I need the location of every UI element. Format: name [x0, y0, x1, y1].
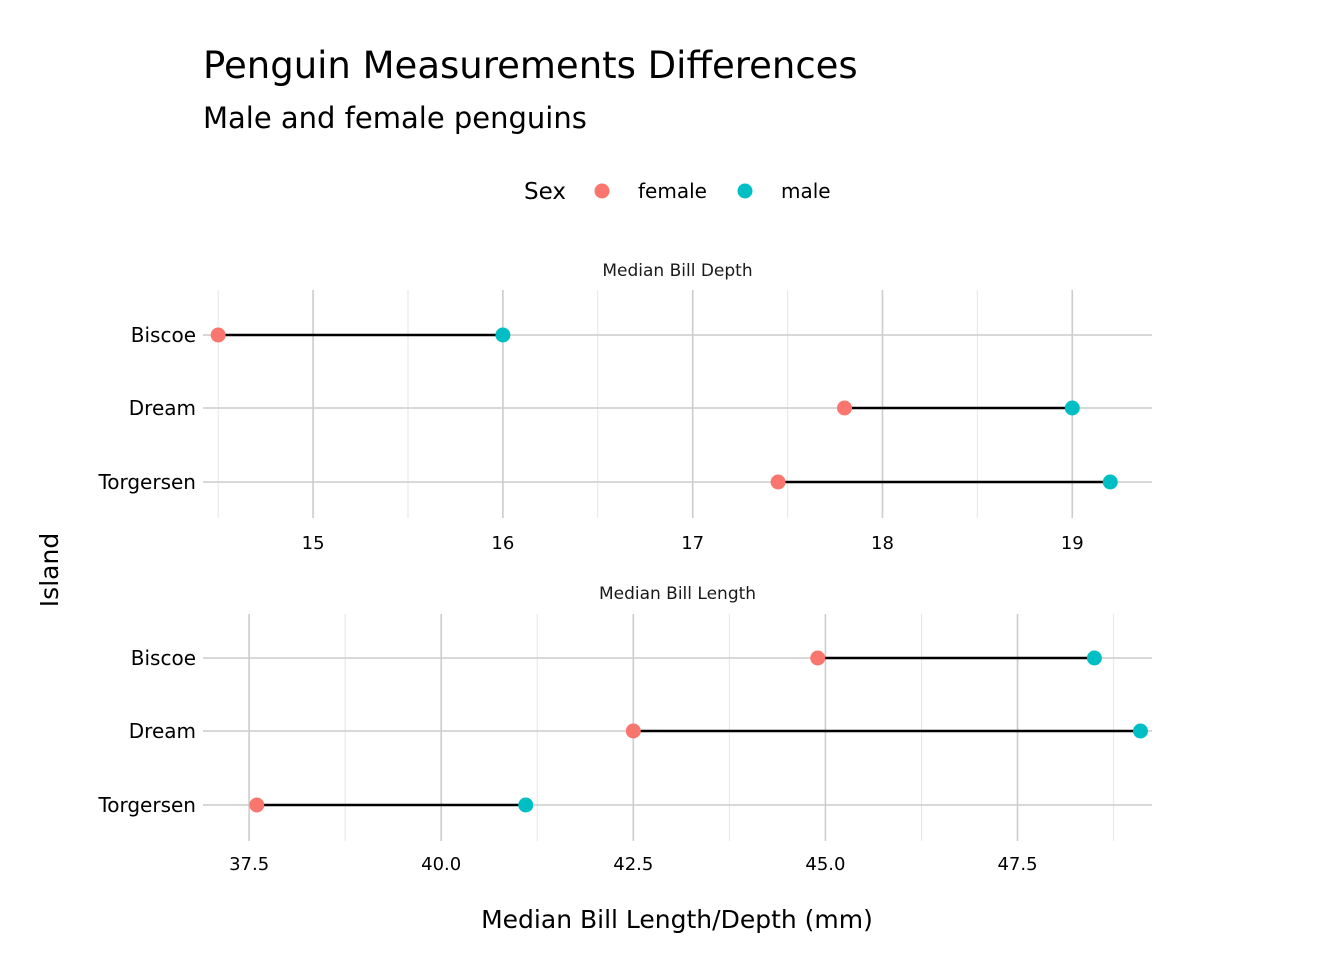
legend: Sex female male — [524, 179, 831, 205]
data-point-male — [1064, 400, 1080, 416]
panels: Median Bill Depth 15 16 17 18 19 Biscoe Dream To… — [97, 261, 1152, 875]
x-tick-label: 42.5 — [613, 854, 653, 875]
x-tick-label: 37.5 — [229, 854, 269, 875]
legend-swatch-female — [594, 183, 610, 199]
y-tick-label: Torgersen — [97, 793, 196, 817]
legend-label-male: male — [781, 179, 831, 203]
y-tick-label: Dream — [129, 719, 196, 743]
x-tick-label: 16 — [491, 533, 514, 554]
data-point-male — [1102, 474, 1118, 490]
x-tick-label: 18 — [871, 533, 894, 554]
chart-subtitle: Male and female penguins — [203, 101, 587, 135]
panel-1: Median Bill Depth 15 16 17 18 19 Biscoe Dream To… — [97, 261, 1152, 554]
data-point-female — [625, 723, 641, 739]
chart-title: Penguin Measurements Differences — [203, 44, 858, 87]
panel-2: Median Bill Length 37.5 40.0 42.5 45.0 47.5 Bi… — [97, 584, 1152, 875]
x-axis-title: Median Bill Length/Depth (mm) — [481, 905, 873, 934]
panel-strip-label: Median Bill Length — [599, 584, 756, 604]
y-tick-label: Biscoe — [131, 646, 196, 670]
legend-swatch-male — [737, 183, 753, 199]
y-tick-label: Biscoe — [131, 323, 196, 347]
y-tick-label: Torgersen — [97, 470, 196, 494]
y-axis-title: Island — [35, 533, 64, 607]
x-tick-label: 19 — [1061, 533, 1084, 554]
panel-strip-label: Median Bill Depth — [602, 261, 752, 281]
data-point-male — [1132, 723, 1148, 739]
legend-label-female: female — [638, 179, 707, 203]
data-point-female — [837, 400, 853, 416]
x-tick-label: 45.0 — [805, 854, 845, 875]
legend-title: Sex — [524, 179, 566, 205]
y-tick-label: Dream — [129, 396, 196, 420]
x-tick-label: 47.5 — [997, 854, 1037, 875]
data-point-male — [518, 797, 534, 813]
data-point-female — [770, 474, 786, 490]
data-point-male — [1086, 650, 1102, 666]
data-point-female — [249, 797, 265, 813]
data-point-female — [210, 327, 226, 343]
data-point-male — [495, 327, 511, 343]
x-tick-label: 17 — [681, 533, 704, 554]
x-tick-label: 40.0 — [421, 854, 461, 875]
x-tick-label: 15 — [302, 533, 325, 554]
data-point-female — [810, 650, 826, 666]
